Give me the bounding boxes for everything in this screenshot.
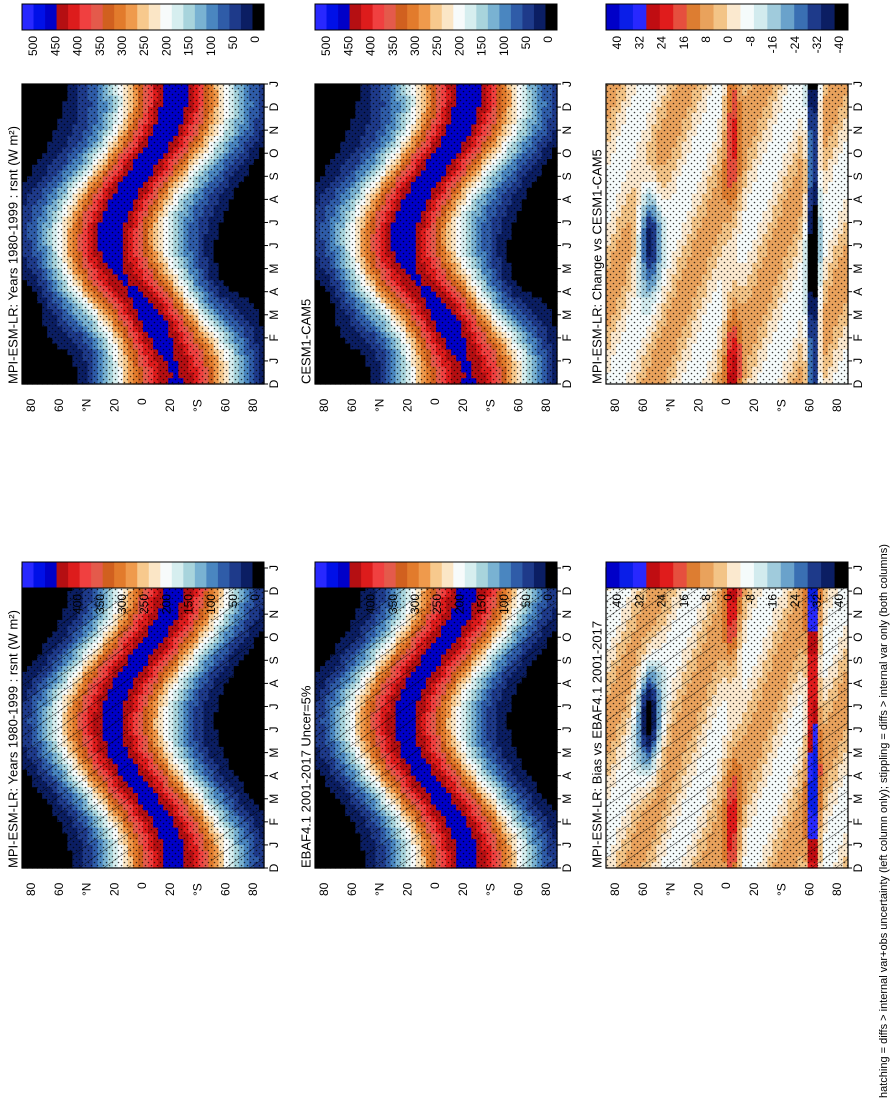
month-tick-label: F <box>267 818 281 825</box>
colorbar-swatch <box>34 562 46 588</box>
colorbar-tick-label: 500 <box>26 594 40 614</box>
lat-tick-label: 0 <box>135 882 149 889</box>
lat-tick-label: 20 <box>163 882 177 896</box>
lat-tick-label: °N <box>80 883 94 896</box>
colorbar-swatch <box>172 562 184 588</box>
colorbar-swatch <box>206 562 218 588</box>
colorbar-tick-label: 400 <box>71 594 85 614</box>
colorbar-swatch <box>68 562 80 588</box>
lat-tick-label: 60 <box>52 882 66 896</box>
month-tick-label: M <box>267 748 281 758</box>
colorbar-swatch <box>241 562 253 588</box>
month-tick-label: J <box>267 727 281 733</box>
colorbar-tick-label: 450 <box>48 594 62 614</box>
colorbar-swatch <box>126 562 138 588</box>
hatching-overlay <box>211 568 264 868</box>
lat-tick-labels: 80 60 °N 20 0 20 °S 60 80 <box>24 882 260 896</box>
colorbar-tick-label: 100 <box>204 594 218 614</box>
month-tick-label: J <box>267 565 281 571</box>
colorbar-tick-label: 0 <box>248 594 262 601</box>
month-tick-labels: D J F M A M J J A S O N D J <box>264 565 281 872</box>
colorbar-swatch <box>103 562 115 588</box>
colorbar-swatch <box>22 562 34 588</box>
colorbar-swatch <box>91 562 103 588</box>
month-tick-label: N <box>267 610 281 619</box>
colorbar-swatch <box>149 562 161 588</box>
colorbar-swatch <box>80 562 92 588</box>
month-tick-label: A <box>267 772 281 780</box>
colorbar-tick-label: 200 <box>159 594 173 614</box>
colorbar-swatch <box>160 562 172 588</box>
colorbar-swatch <box>57 562 69 588</box>
colorbar-tick-label: 50 <box>226 594 240 608</box>
lat-tick-label: 60 <box>218 882 232 896</box>
colorbar-swatch <box>218 562 230 588</box>
month-tick-label: D <box>267 586 281 595</box>
month-tick-label: J <box>267 703 281 709</box>
month-tick-label: S <box>267 656 281 664</box>
month-tick-label: J <box>267 842 281 848</box>
colorbar-swatch <box>229 562 241 588</box>
month-tick-label: M <box>267 794 281 804</box>
lat-tick-label: 20 <box>107 882 121 896</box>
month-tick-label: A <box>267 679 281 687</box>
colorbar-swatch <box>195 562 207 588</box>
colorbar-tick-label: 250 <box>137 594 151 614</box>
lat-tick-label: °S <box>191 883 205 896</box>
colorbar-swatch <box>114 562 126 588</box>
colorbar-swatch <box>137 562 149 588</box>
colorbar-swatch <box>183 562 195 588</box>
colorbar-swatch <box>45 562 57 588</box>
colorbar-tick-label: 150 <box>182 594 196 614</box>
colorbar-tick-label: 350 <box>93 594 107 614</box>
colorbar-tick-label: 300 <box>115 594 129 614</box>
lat-tick-label: 80 <box>24 882 38 896</box>
colorbar-swatch <box>252 562 264 588</box>
panel-title: MPI-ESM-LR: Years 1980-1999 : rsnt (W m²… <box>5 610 20 868</box>
lat-tick-label: 80 <box>246 882 260 896</box>
month-tick-label: D <box>267 863 281 872</box>
month-tick-label: O <box>267 633 281 642</box>
